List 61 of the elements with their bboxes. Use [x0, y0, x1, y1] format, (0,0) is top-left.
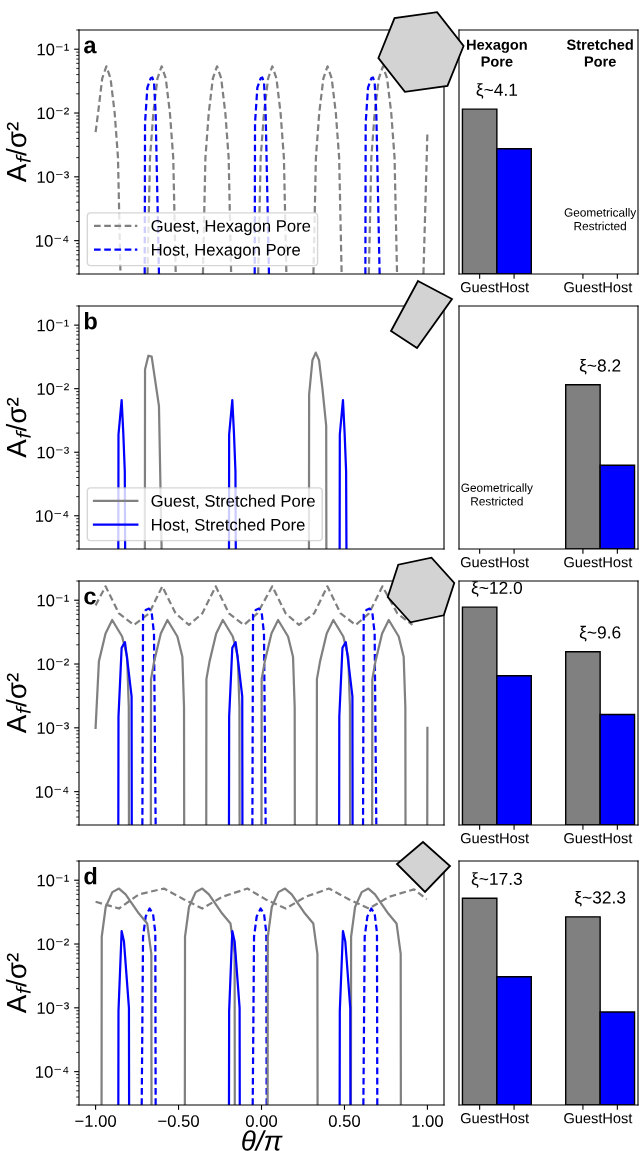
text: ξ~12.0	[471, 581, 523, 597]
annotation: Geometrically Restricted	[461, 483, 533, 506]
y-tick-label: 10⁻³	[37, 1002, 69, 1015]
y-axis-title: A$_{f}$/σ²	[5, 673, 31, 734]
annotation: ξ~9.6	[579, 625, 621, 642]
x-tick-label: Host	[500, 1113, 529, 1124]
text: ξ~8.2	[579, 358, 621, 375]
text: Hexagon Pore	[467, 39, 527, 67]
x-tick-label: Guest	[460, 282, 499, 293]
y-axis-title: A$_{f}$/σ²	[5, 953, 31, 1014]
x-tick-label: Guest	[564, 282, 603, 293]
x-tick-label: Host	[500, 557, 529, 568]
x-tick-label: Host	[603, 557, 633, 568]
x-tick-label: Host	[500, 833, 529, 844]
y-tick-label: 10⁻¹	[37, 874, 69, 887]
x-tick-label: Guest	[564, 557, 603, 568]
legend-label: Host, Hexagon Pore	[152, 244, 301, 259]
y-tick-label: 10⁻²	[37, 383, 69, 395]
y-tick-label: 10⁻¹	[37, 319, 69, 332]
text: ξ~4.1	[476, 83, 518, 99]
x-tick-label: Host	[603, 1113, 633, 1124]
x-tick-label: Guest	[564, 1113, 603, 1124]
y-axis-title: A$_{f}$/σ²	[5, 397, 31, 458]
x-tick-label: Guest	[460, 833, 499, 844]
x-tick-label: Guest	[564, 833, 603, 844]
y-tick-label: 10⁻²	[37, 938, 69, 951]
annotation: d	[84, 867, 97, 885]
x-tick-label: Host	[603, 833, 633, 844]
y-tick-label: 10⁻¹	[37, 43, 69, 56]
y-tick-label: 10⁻³	[37, 171, 69, 184]
annotation: ξ~32.3	[575, 890, 626, 907]
x-tick-label: Host	[603, 282, 633, 293]
x-tick-label: 1.00	[412, 1115, 443, 1127]
y-tick-label: 10⁻⁴	[36, 235, 69, 247]
y-tick-label: 10⁻¹	[37, 594, 69, 607]
y-tick-label: 10⁻⁴	[36, 786, 69, 798]
y-tick-label: 10⁻⁴	[36, 510, 69, 522]
line-series	[94, 585, 414, 627]
x-tick-label: 0.00	[245, 1115, 278, 1127]
y-tick-label: 10⁻²	[37, 658, 69, 671]
legend-label: Host, Stretched Pore	[152, 518, 305, 533]
y-tick-label: 10⁻⁴	[36, 1066, 69, 1078]
annotation: b	[84, 312, 97, 330]
x-tick-label: Host	[500, 282, 529, 293]
annotation: a	[84, 40, 97, 54]
annotation: c	[84, 591, 96, 605]
legend-label: Guest, Hexagon Pore	[151, 220, 311, 236]
y-tick-label: 10⁻²	[37, 107, 69, 120]
x-tick-label: Guest	[460, 557, 499, 568]
x-tick-label: −0.50	[158, 1115, 199, 1127]
x-tick-label: Guest	[460, 1113, 499, 1124]
y-tick-label: 10⁻³	[37, 446, 69, 459]
annotation: Geometrically Restricted	[564, 208, 637, 231]
y-axis-title: A$_{f}$/σ²	[5, 122, 31, 183]
legend-label: Guest, Stretched Pore	[151, 494, 315, 509]
text: ξ~17.3	[471, 872, 522, 888]
x-tick-label: −1.00	[75, 1115, 117, 1127]
y-tick-label: 10⁻³	[37, 722, 69, 735]
x-tick-label: 0.50	[328, 1115, 361, 1127]
text: Stretched Pore	[566, 39, 633, 67]
x-axis-title: θ/π	[242, 1130, 283, 1151]
